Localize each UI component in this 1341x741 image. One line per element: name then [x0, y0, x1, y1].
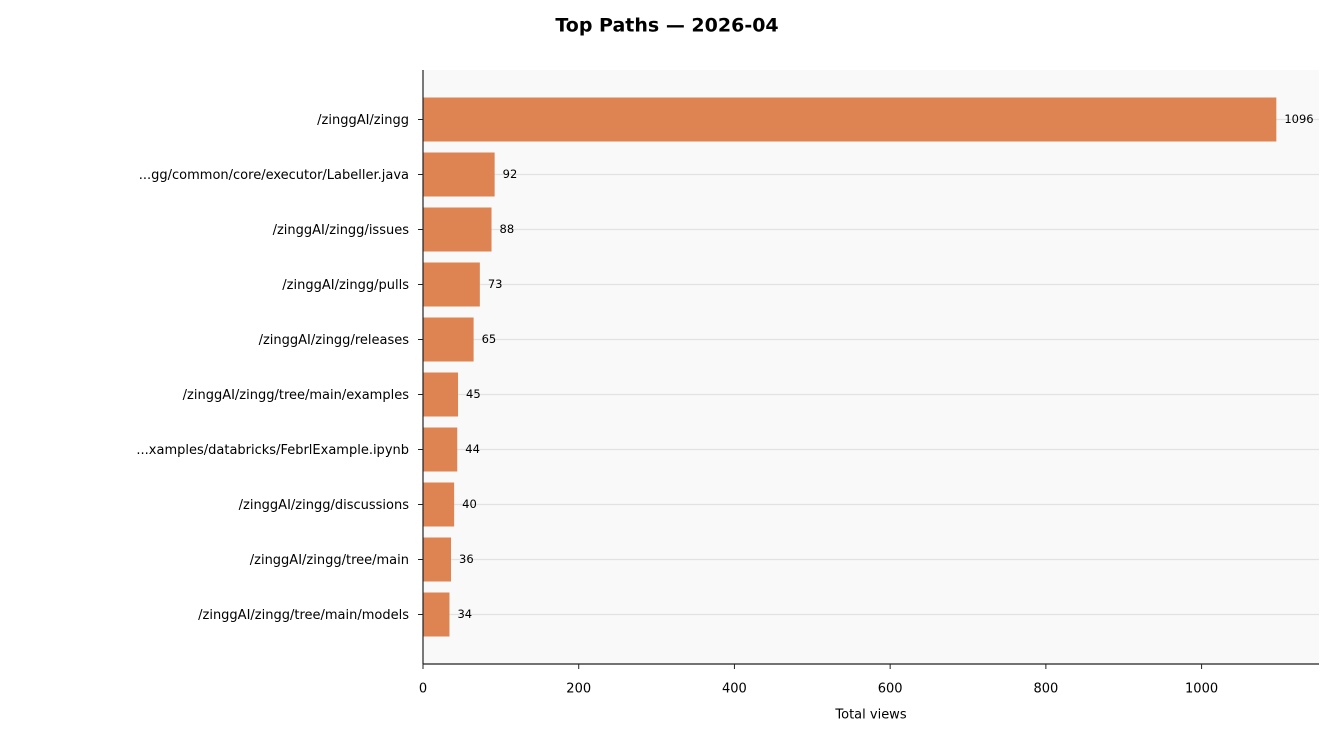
y-tick-label: /zinggAI/zingg/issues: [273, 223, 410, 238]
y-tick-label: /zinggAI/zingg/pulls: [282, 278, 409, 293]
value-label: 36: [459, 552, 474, 566]
bar: [423, 207, 492, 252]
chart-title: Top Paths — 2026-04: [555, 15, 778, 37]
bar: [423, 482, 455, 527]
bar: [423, 262, 480, 307]
bar: [423, 152, 495, 197]
value-label: 1096: [1284, 112, 1313, 126]
y-tick-label: /zinggAI/zingg: [317, 113, 409, 128]
y-tick-label: /zinggAI/zingg/tree/main/examples: [183, 388, 410, 403]
marks: [423, 97, 1277, 637]
value-label: 34: [457, 607, 472, 621]
plot-background: [423, 70, 1319, 664]
y-tick-label: ...xamples/databricks/FebrlExample.ipynb: [136, 443, 409, 458]
y-tick-label: /zinggAI/zingg/tree/main: [250, 553, 409, 568]
value-label: 44: [465, 442, 480, 456]
value-label: 73: [488, 277, 503, 291]
value-label: 40: [462, 497, 477, 511]
x-tick-label: 1000: [1185, 682, 1218, 697]
y-tick-label: /zinggAI/zingg/discussions: [239, 498, 410, 513]
bar: [423, 537, 452, 582]
value-label: 88: [500, 222, 515, 236]
x-axis-label: Total views: [834, 708, 906, 723]
x-tick-label: 600: [878, 682, 903, 697]
x-tick-label: 800: [1033, 682, 1058, 697]
y-tick-label: /zinggAI/zingg/tree/main/models: [198, 608, 409, 623]
value-label: 92: [503, 167, 518, 181]
grid: [423, 118, 1319, 616]
x-tick-label: 200: [566, 682, 591, 697]
bar: [423, 372, 459, 417]
x-tick-label: 400: [722, 682, 747, 697]
bar: [423, 592, 450, 637]
bar: [423, 97, 1277, 142]
value-label: 45: [466, 387, 481, 401]
bar: [423, 427, 458, 472]
y-tick-label: /zinggAI/zingg/releases: [259, 333, 410, 348]
value-label: 65: [482, 332, 497, 346]
bar: [423, 317, 474, 362]
x-tick-label: 0: [419, 682, 427, 697]
y-tick-label: ...gg/common/core/executor/Labeller.java: [139, 168, 409, 183]
